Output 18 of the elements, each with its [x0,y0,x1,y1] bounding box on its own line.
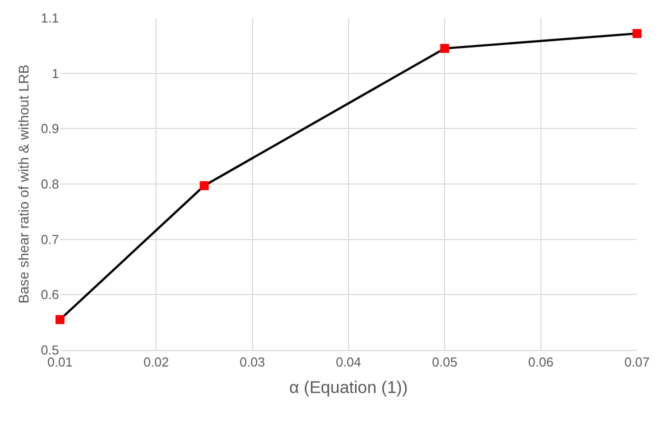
point [632,28,642,38]
y-tick-label: 0.9 [40,121,59,136]
y-axis-title: Base shear ratio of with & without LRB [16,64,32,304]
point [440,44,450,53]
point [56,315,64,324]
point [200,181,209,190]
x-tick-label: 0.04 [336,354,362,370]
y-tick-label: 1.1 [40,10,59,26]
x-tick-label: 0.02 [144,354,169,370]
y-tick-label: 1 [52,66,59,81]
x-tick-label: 0.06 [528,354,554,370]
x-tick-label: 0.03 [240,354,265,370]
x-tick-label: 0.05 [432,354,458,370]
x-axis-title: α (Equation (1)) [289,378,408,397]
y-tick-label: 0.7 [40,232,59,247]
x-tick-label: 0.07 [624,354,650,370]
y-tick-label: 0.8 [40,176,59,192]
y-tick-label: 0.6 [40,287,59,302]
